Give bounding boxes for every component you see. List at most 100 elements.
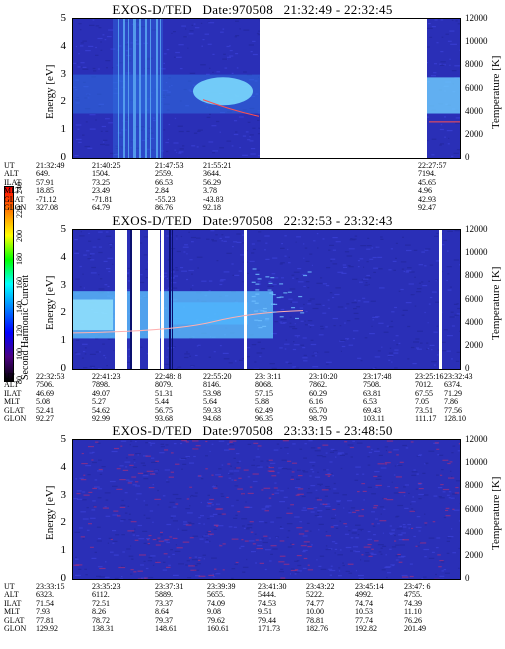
spectrum-texture bbox=[118, 45, 122, 47]
spectrum-texture bbox=[119, 62, 123, 64]
spectrum-texture bbox=[229, 470, 234, 472]
spectrum-texture bbox=[126, 41, 129, 43]
spectrum-texture bbox=[353, 312, 359, 314]
spectrum-texture bbox=[147, 57, 153, 59]
spectrum-texture bbox=[185, 456, 190, 458]
spectrum-texture bbox=[393, 269, 396, 271]
spectrum-texture bbox=[290, 543, 293, 545]
spectrum-texture bbox=[128, 513, 131, 515]
spectrum-texture bbox=[176, 238, 178, 240]
spectrum-texture bbox=[137, 26, 141, 28]
spectrum-texture bbox=[105, 118, 110, 120]
spectrum-texture bbox=[226, 45, 230, 48]
spectrum-texture bbox=[196, 237, 201, 239]
spectrum-spot bbox=[164, 449, 169, 451]
spectrum-texture bbox=[266, 466, 269, 468]
spectrum-texture bbox=[281, 277, 284, 279]
spectrum-texture bbox=[387, 485, 390, 488]
orbit-value: 6374. bbox=[444, 380, 462, 390]
spectrum-texture bbox=[233, 133, 239, 136]
spectrum-texture bbox=[219, 345, 222, 347]
spectrum-texture bbox=[293, 344, 300, 346]
spectrum-spot bbox=[185, 441, 189, 443]
spectrum-texture bbox=[342, 264, 347, 266]
spectrum-texture bbox=[284, 447, 289, 449]
dark-stripe bbox=[130, 230, 132, 369]
spectrum-texture bbox=[121, 565, 125, 567]
orbit-value: 22:55:20 bbox=[203, 372, 232, 381]
spectrum-texture bbox=[100, 49, 103, 51]
spectrum-spot bbox=[170, 471, 175, 473]
spectrum-spot bbox=[155, 544, 161, 546]
spectrum-texture bbox=[110, 246, 113, 249]
spectrum-spot bbox=[343, 523, 347, 525]
spectrum-texture bbox=[436, 474, 439, 476]
spectrum-spot bbox=[386, 440, 394, 442]
spectrum-texture bbox=[356, 306, 361, 308]
spectrum-texture bbox=[315, 489, 318, 491]
spectrum-spot bbox=[276, 296, 281, 299]
spectrum-texture bbox=[379, 506, 385, 508]
spectrum-texture bbox=[320, 328, 325, 330]
spectrum-texture bbox=[319, 555, 325, 557]
spectrum-texture bbox=[416, 347, 419, 349]
spectrum-texture bbox=[329, 451, 335, 453]
spectrum-texture bbox=[365, 282, 368, 284]
spectrum-texture bbox=[334, 552, 336, 554]
spectrum-texture bbox=[418, 454, 423, 456]
spectrum-texture bbox=[317, 511, 320, 514]
spectrum-texture bbox=[145, 567, 149, 570]
spectrum-texture bbox=[150, 149, 155, 151]
spectrum-texture bbox=[173, 142, 179, 144]
spectrum-spot bbox=[397, 553, 401, 556]
orbit-value: 23:33:15 bbox=[36, 582, 65, 591]
spectrum-texture bbox=[217, 513, 223, 515]
spectrum-texture bbox=[174, 275, 178, 277]
spectrum-texture bbox=[152, 117, 155, 119]
spectrum-spot bbox=[166, 566, 171, 568]
spectrum-spot bbox=[272, 311, 277, 313]
spectrum-texture bbox=[231, 263, 234, 265]
spectrum-texture bbox=[292, 277, 295, 279]
spectrum-spot bbox=[282, 440, 289, 442]
right-tick-label: 6000 bbox=[465, 293, 483, 304]
spectrum-texture bbox=[174, 56, 177, 58]
spectrum-texture bbox=[161, 275, 167, 277]
spectrum-texture bbox=[245, 501, 247, 503]
spectrum-spot bbox=[87, 445, 94, 448]
spectrum-texture bbox=[78, 568, 82, 570]
spectrum-texture bbox=[380, 467, 387, 469]
spectrum-texture bbox=[424, 46, 430, 48]
spectrum-texture bbox=[175, 235, 178, 237]
spectrum-texture bbox=[231, 568, 236, 570]
right-tick-label: 2000 bbox=[465, 339, 483, 350]
spectrum-texture bbox=[143, 236, 149, 238]
burst-stripe bbox=[133, 19, 136, 158]
orbit-value: 21:32:49 bbox=[36, 161, 65, 170]
spectrum-texture bbox=[427, 27, 433, 29]
orbit-value: 86.76 bbox=[155, 202, 173, 212]
spectrum-texture bbox=[365, 554, 370, 556]
spectrum-texture bbox=[175, 544, 177, 546]
spectrogram-plot bbox=[72, 229, 461, 370]
spectrum-texture bbox=[440, 19, 444, 21]
spectrum-texture bbox=[425, 462, 429, 464]
spectrum-texture bbox=[427, 347, 429, 350]
spectrum-texture bbox=[373, 534, 376, 536]
spectrum-texture bbox=[428, 280, 430, 282]
spectrum-texture bbox=[325, 488, 331, 490]
orbit-value: 103.11 bbox=[363, 413, 385, 423]
spectrum-texture bbox=[431, 154, 435, 156]
spectrum-texture bbox=[394, 465, 397, 467]
spectrum-texture bbox=[282, 294, 285, 296]
spectrum-texture bbox=[180, 457, 187, 460]
spectrum-texture bbox=[136, 43, 142, 45]
spectrum-texture bbox=[345, 546, 352, 549]
spectrum-texture bbox=[350, 507, 356, 509]
spectrum-texture bbox=[403, 486, 406, 488]
spectrum-texture bbox=[398, 556, 405, 558]
spectrum-texture bbox=[433, 72, 437, 74]
spectrum-texture bbox=[261, 508, 266, 510]
spectrum-texture bbox=[164, 469, 170, 471]
spectrum-spot bbox=[291, 462, 298, 464]
